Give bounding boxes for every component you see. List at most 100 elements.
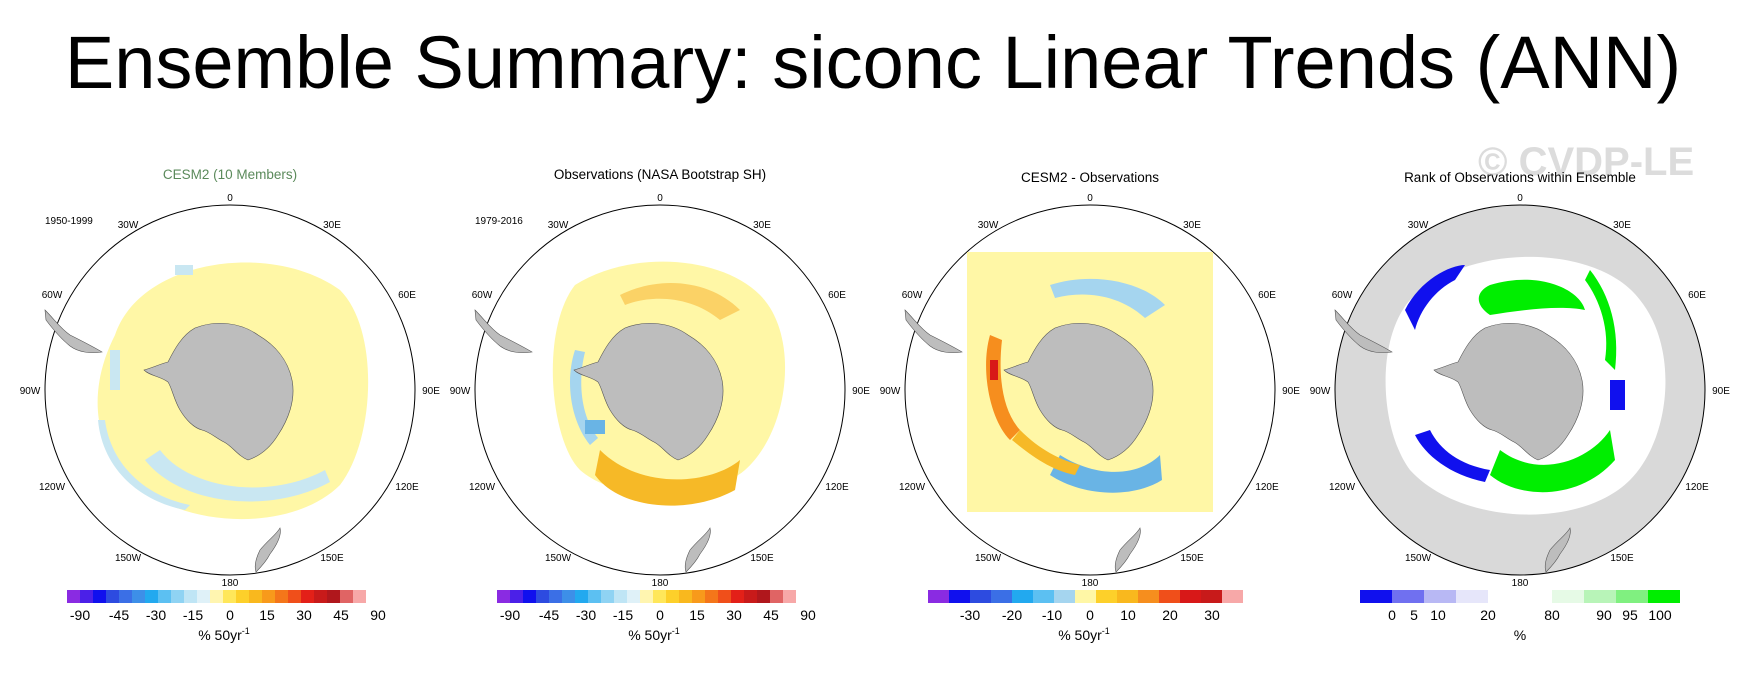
svg-text:30: 30 xyxy=(296,607,312,623)
svg-text:95: 95 xyxy=(1622,607,1638,623)
colorbar-1-unit: % 50yr-1 xyxy=(198,626,250,643)
panel-3-title: CESM2 - Observations xyxy=(1021,170,1159,185)
panel-rank xyxy=(1334,204,1706,576)
svg-text:150E: 150E xyxy=(750,553,774,564)
svg-text:15: 15 xyxy=(259,607,275,623)
svg-text:120E: 120E xyxy=(1685,482,1709,493)
svg-text:15: 15 xyxy=(689,607,705,623)
svg-text:30W: 30W xyxy=(118,220,139,231)
svg-text:60E: 60E xyxy=(1258,290,1276,301)
svg-text:30E: 30E xyxy=(323,220,341,231)
svg-text:150E: 150E xyxy=(320,553,344,564)
watermark: © CVDP-LE xyxy=(1478,140,1695,184)
colorbar-3: -30 -20 -10 0 10 20 30 % 50yr-1 xyxy=(928,590,1243,643)
panel-4-title: Rank of Observations within Ensemble xyxy=(1404,170,1636,185)
svg-text:180: 180 xyxy=(222,578,239,589)
panel-difference xyxy=(904,204,1276,576)
colorbar-2-unit: % 50yr-1 xyxy=(628,626,680,643)
svg-text:60E: 60E xyxy=(398,290,416,301)
svg-text:20: 20 xyxy=(1480,607,1496,623)
svg-text:60E: 60E xyxy=(828,290,846,301)
svg-text:90W: 90W xyxy=(450,386,471,397)
svg-text:90: 90 xyxy=(370,607,386,623)
colorbar-2: -90 -45 -30 -15 0 15 30 45 90 % 50yr-1 xyxy=(497,590,816,643)
colorbar-3-unit: % 50yr-1 xyxy=(1058,626,1110,643)
svg-text:0: 0 xyxy=(226,607,234,623)
svg-text:120W: 120W xyxy=(899,482,926,493)
lon-labels-4: 0 30E 60E 90E 120E 150E 180 150W 120W 90… xyxy=(1310,193,1731,589)
svg-text:30W: 30W xyxy=(1408,220,1429,231)
svg-text:45: 45 xyxy=(333,607,349,623)
svg-text:0: 0 xyxy=(227,193,233,204)
lon-labels-3: 0 30E 60E 90E 120E 150E 180 150W 120W 90… xyxy=(880,193,1301,589)
colorbar-4: 0 5 10 20 80 90 95 100 % xyxy=(1360,590,1680,643)
svg-text:90W: 90W xyxy=(20,386,41,397)
svg-text:0: 0 xyxy=(657,193,663,204)
svg-text:60W: 60W xyxy=(1332,290,1353,301)
svg-text:120E: 120E xyxy=(395,482,419,493)
svg-text:30E: 30E xyxy=(1183,220,1201,231)
svg-text:150W: 150W xyxy=(115,553,142,564)
svg-text:120W: 120W xyxy=(39,482,66,493)
svg-text:5: 5 xyxy=(1410,607,1418,623)
svg-text:120E: 120E xyxy=(1255,482,1279,493)
svg-text:180: 180 xyxy=(1082,578,1099,589)
svg-text:90E: 90E xyxy=(1282,386,1300,397)
svg-text:180: 180 xyxy=(652,578,669,589)
panel-cesm2 xyxy=(44,204,416,576)
svg-text:10: 10 xyxy=(1120,607,1136,623)
svg-text:-10: -10 xyxy=(1042,607,1062,623)
svg-text:90W: 90W xyxy=(880,386,901,397)
svg-text:60E: 60E xyxy=(1688,290,1706,301)
svg-text:90: 90 xyxy=(800,607,816,623)
svg-text:30: 30 xyxy=(726,607,742,623)
svg-text:30: 30 xyxy=(1204,607,1220,623)
svg-text:90E: 90E xyxy=(852,386,870,397)
svg-text:-30: -30 xyxy=(146,607,166,623)
svg-text:120W: 120W xyxy=(469,482,496,493)
svg-text:90: 90 xyxy=(1596,607,1612,623)
svg-text:-20: -20 xyxy=(1002,607,1022,623)
svg-text:120W: 120W xyxy=(1329,482,1356,493)
panel-observations xyxy=(474,204,846,576)
colorbar-4-unit: % xyxy=(1514,627,1526,643)
svg-text:180: 180 xyxy=(1512,578,1529,589)
svg-text:0: 0 xyxy=(1086,607,1094,623)
panel-1-period: 1950-1999 xyxy=(45,216,93,227)
svg-text:60W: 60W xyxy=(472,290,493,301)
svg-text:150E: 150E xyxy=(1610,553,1634,564)
panel-2-title: Observations (NASA Bootstrap SH) xyxy=(554,167,766,182)
svg-text:-90: -90 xyxy=(70,607,90,623)
svg-text:0: 0 xyxy=(1517,193,1523,204)
svg-text:90E: 90E xyxy=(1712,386,1730,397)
svg-text:30W: 30W xyxy=(978,220,999,231)
svg-text:60W: 60W xyxy=(902,290,923,301)
svg-text:-45: -45 xyxy=(539,607,559,623)
svg-text:20: 20 xyxy=(1162,607,1178,623)
svg-text:30W: 30W xyxy=(548,220,569,231)
page-title: Ensemble Summary: siconc Linear Trends (… xyxy=(64,21,1682,104)
svg-text:120E: 120E xyxy=(825,482,849,493)
panel-2-period: 1979-2016 xyxy=(475,216,523,227)
svg-text:45: 45 xyxy=(763,607,779,623)
panel-1-title: CESM2 (10 Members) xyxy=(163,167,297,182)
svg-text:60W: 60W xyxy=(42,290,63,301)
svg-text:80: 80 xyxy=(1544,607,1560,623)
svg-text:30E: 30E xyxy=(753,220,771,231)
svg-text:0: 0 xyxy=(1388,607,1396,623)
lon-labels-2: 0 30E 60E 90E 120E 150E 180 150W 120W 90… xyxy=(450,193,871,589)
svg-text:-15: -15 xyxy=(183,607,203,623)
svg-text:90W: 90W xyxy=(1310,386,1331,397)
svg-text:-30: -30 xyxy=(960,607,980,623)
svg-text:100: 100 xyxy=(1648,607,1672,623)
colorbar-1: -90 -45 -30 -15 0 15 30 45 90 % 50yr-1 xyxy=(67,590,386,643)
svg-text:150W: 150W xyxy=(1405,553,1432,564)
svg-text:150W: 150W xyxy=(545,553,572,564)
svg-text:-90: -90 xyxy=(500,607,520,623)
svg-text:-45: -45 xyxy=(109,607,129,623)
svg-text:10: 10 xyxy=(1430,607,1446,623)
lon-labels-1: 0 30E 60E 90E 120E 150E 180 150W 120W 90… xyxy=(20,193,441,589)
svg-text:0: 0 xyxy=(656,607,664,623)
svg-text:150W: 150W xyxy=(975,553,1002,564)
